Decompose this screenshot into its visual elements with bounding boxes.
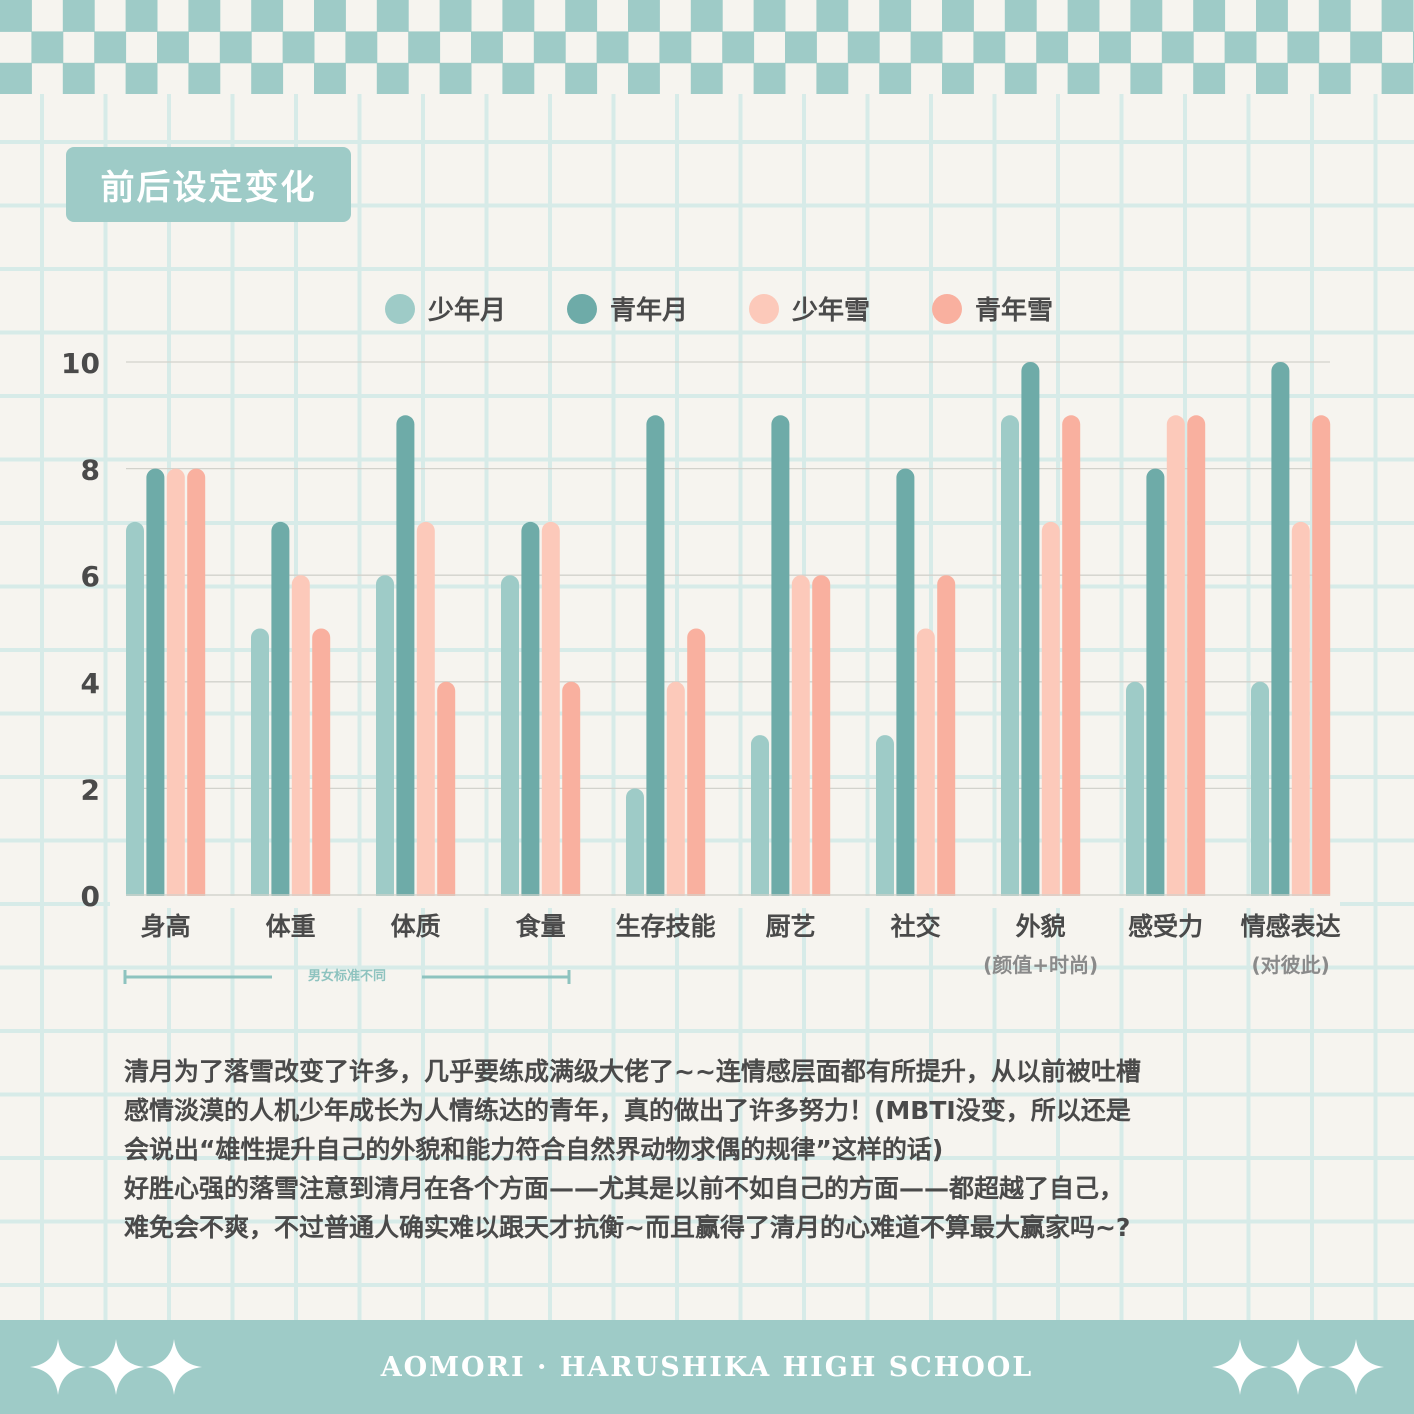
x-tick-label: 生存技能 <box>616 912 716 941</box>
stars-right-icon <box>1212 1339 1384 1395</box>
x-tick-label: 外貌 <box>1016 912 1066 941</box>
page-title: 前后设定变化 <box>66 147 351 222</box>
bar <box>1062 415 1081 904</box>
description-text: 清月为了落雪改变了许多，几乎要练成满级大佬了~~连情感层面都有所提升，从以前被吐… <box>124 1052 1304 1247</box>
x-tick-label: 感受力 <box>1128 912 1203 941</box>
bar <box>791 575 810 904</box>
note-line: 好胜心强的落雪注意到清月在各个方面——尤其是以前不如自己的方面——都超越了自己， <box>124 1174 1125 1203</box>
bar <box>1126 681 1144 904</box>
bar <box>187 468 206 904</box>
bar <box>916 628 935 904</box>
bar <box>1291 521 1310 904</box>
legend-label: 少年月 <box>427 295 506 326</box>
bar <box>396 415 415 904</box>
legend-label: 青年雪 <box>975 295 1053 326</box>
bar <box>1166 415 1185 904</box>
stars-left-icon <box>30 1339 202 1395</box>
bar <box>1312 415 1331 904</box>
baseline-cover <box>110 896 1340 908</box>
x-tick-sublabel: (对彼此) <box>1251 953 1329 977</box>
y-tick-label: 10 <box>61 347 100 380</box>
bar <box>562 681 581 904</box>
footer-text: AOMORI · HARUSHIKA HIGH SCHOOL <box>380 1351 1034 1383</box>
x-tick-label: 体重 <box>266 912 316 941</box>
bar <box>937 575 956 904</box>
bar <box>646 415 665 904</box>
bar <box>1146 468 1165 904</box>
checker-border <box>0 0 1414 94</box>
bracket-annotation: 男女标准不同 <box>308 968 386 984</box>
x-tick-label: 体质 <box>391 912 441 941</box>
bar <box>1001 415 1019 904</box>
footer-band: AOMORI · HARUSHIKA HIGH SCHOOL <box>0 1320 1414 1414</box>
bar <box>166 468 185 904</box>
bar <box>1251 681 1269 904</box>
bar <box>312 628 331 904</box>
bar <box>1021 362 1040 904</box>
y-tick-label: 0 <box>81 880 100 913</box>
bar <box>771 415 790 904</box>
bar <box>876 735 894 904</box>
bar <box>416 521 435 904</box>
legend-label: 青年月 <box>610 295 688 326</box>
bar <box>521 521 540 904</box>
x-tick-label: 情感表达 <box>1241 912 1341 941</box>
legend-marker <box>567 294 597 324</box>
note-line: 清月为了落雪改变了许多，几乎要练成满级大佬了~~连情感层面都有所提升，从以前被吐… <box>124 1057 1141 1086</box>
bar <box>541 521 560 904</box>
y-tick-label: 2 <box>81 773 100 806</box>
bar <box>126 521 144 904</box>
bar <box>437 681 456 904</box>
legend-marker <box>932 294 962 324</box>
bar <box>896 468 915 904</box>
note-line: 感情淡漠的人机少年成长为人情练达的青年，真的做出了许多努力！(MBTI没变，所以… <box>124 1096 1131 1125</box>
bar <box>687 628 706 904</box>
bar <box>501 575 519 904</box>
x-tick-label: 食量 <box>516 912 566 941</box>
bar <box>291 575 310 904</box>
y-tick-label: 4 <box>81 667 100 700</box>
x-tick-label: 身高 <box>141 912 191 941</box>
bar <box>626 788 644 904</box>
legend-marker <box>385 294 415 324</box>
note-line: 难免会不爽，不过普通人确实难以跟天才抗衡~而且赢得了清月的心难道不算最大赢家吗~… <box>124 1213 1131 1242</box>
bar <box>251 628 269 904</box>
bar <box>1271 362 1290 904</box>
y-tick-label: 6 <box>81 560 100 593</box>
bar <box>271 521 290 904</box>
y-tick-label: 8 <box>81 454 100 487</box>
note-line: 会说出“雄性提升自己的外貌和能力符合自然界动物求偶的规律”这样的话) <box>124 1135 944 1164</box>
legend-label: 少年雪 <box>791 295 870 326</box>
x-tick-sublabel: (颜值+时尚) <box>983 953 1098 977</box>
legend-marker <box>749 294 779 324</box>
bar <box>376 575 394 904</box>
bar <box>666 681 685 904</box>
x-tick-label: 社交 <box>891 912 941 941</box>
bar <box>1041 521 1060 904</box>
bar <box>146 468 165 904</box>
x-tick-label: 厨艺 <box>766 912 816 941</box>
bar <box>1187 415 1206 904</box>
bar <box>812 575 831 904</box>
bar <box>751 735 769 904</box>
